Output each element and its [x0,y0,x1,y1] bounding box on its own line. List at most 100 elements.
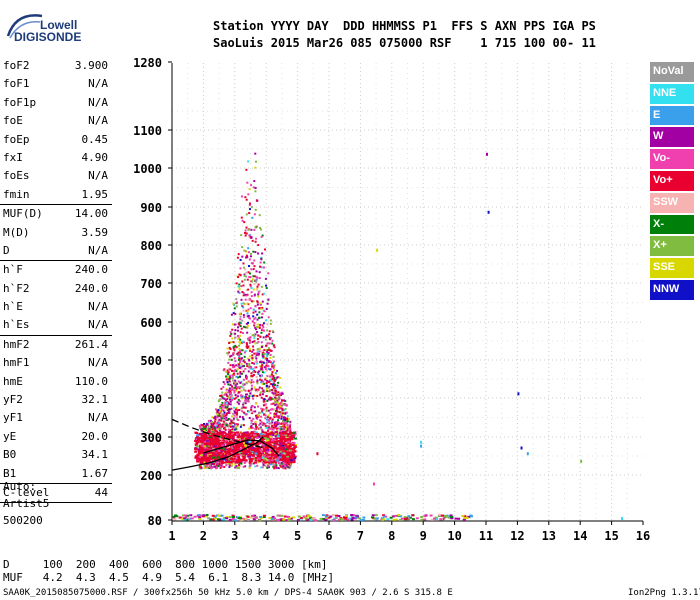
echo-point [230,313,233,316]
echo-point [394,518,398,521]
echo-point [221,465,224,468]
echo-point [260,308,263,311]
echo-point [255,354,258,357]
echo-point [234,336,237,339]
echo-point [290,456,294,459]
echo-point [222,452,225,455]
echo-point [205,437,209,440]
echo-point [240,285,243,288]
echo-point [275,412,278,415]
param-row: foF1 N/A [0,75,112,93]
echo-point [264,403,267,406]
echo-point [246,256,249,259]
echo-point [226,398,229,401]
echo-point [205,444,208,447]
echo-point [270,517,274,520]
echo-point [241,410,244,413]
echo-point [223,417,226,420]
echo-point [245,213,248,216]
echo-point [213,416,216,419]
echo-point [265,364,268,367]
echo-point [261,328,264,331]
echo-point [240,302,243,305]
echo-point [229,422,232,425]
echo-point [281,435,285,438]
echo-point [243,351,246,354]
echo-point [266,375,269,378]
echo-point [263,292,266,295]
echo-point [258,311,261,314]
echo-point [248,395,251,398]
echo-point [252,300,255,303]
echo-point [580,459,583,463]
echo-point [234,384,237,387]
echo-point [261,344,264,347]
echo-point [229,374,232,377]
echo-point [257,291,260,294]
echo-point [213,427,216,430]
echo-point [228,518,232,521]
echo-point [282,462,285,465]
echo-point [231,352,234,355]
echo-point [258,306,261,309]
echo-point [272,462,275,465]
echo-point [239,375,242,378]
echo-point [216,427,219,430]
echo-point [257,415,260,418]
echo-point [289,517,293,520]
echo-point [216,452,219,455]
echo-point [261,300,264,303]
echo-point [267,365,270,368]
echo-point [263,458,267,461]
echo-point [226,390,229,393]
echo-point [225,458,229,461]
echo-point [282,455,286,458]
echo-point [253,514,257,517]
echo-point [254,166,257,169]
echo-point [259,426,262,429]
echo-point [251,354,254,357]
echo-point [231,364,234,367]
echo-point [268,348,271,351]
echo-point [278,395,281,398]
echo-point [248,341,251,344]
echo-point [266,455,270,458]
echo-point [238,466,241,469]
echo-point [217,420,220,423]
echo-point [215,466,218,469]
echo-point [265,365,268,368]
echo-point [238,460,242,463]
echo-point [262,325,265,328]
echo-point [276,385,279,388]
x-tick-label: 5 [294,529,301,543]
echo-point [230,420,233,423]
param-value: N/A [88,356,108,370]
echo-point [238,462,241,465]
echo-point [208,439,212,442]
echo-point [268,390,271,393]
echo-point [248,466,251,469]
echo-point [241,438,245,441]
echo-point [411,518,415,521]
echo-point [249,435,253,438]
echo-point [203,425,206,428]
echo-point [253,337,256,340]
echo-point [209,419,212,422]
echo-point [274,440,278,443]
echo-point [237,402,240,405]
echo-point [205,443,209,446]
echo-point [224,439,228,442]
echo-point [375,517,379,520]
echo-point [256,337,259,340]
echo-point [261,234,264,237]
echo-point [235,389,238,392]
echo-point [423,515,427,518]
echo-point [269,408,272,411]
echo-point [261,387,264,390]
echo-point [256,276,259,279]
echo-point [264,436,268,439]
echo-point [244,350,247,353]
echo-point [264,344,267,347]
echo-point [258,440,261,443]
echo-point [222,448,225,451]
